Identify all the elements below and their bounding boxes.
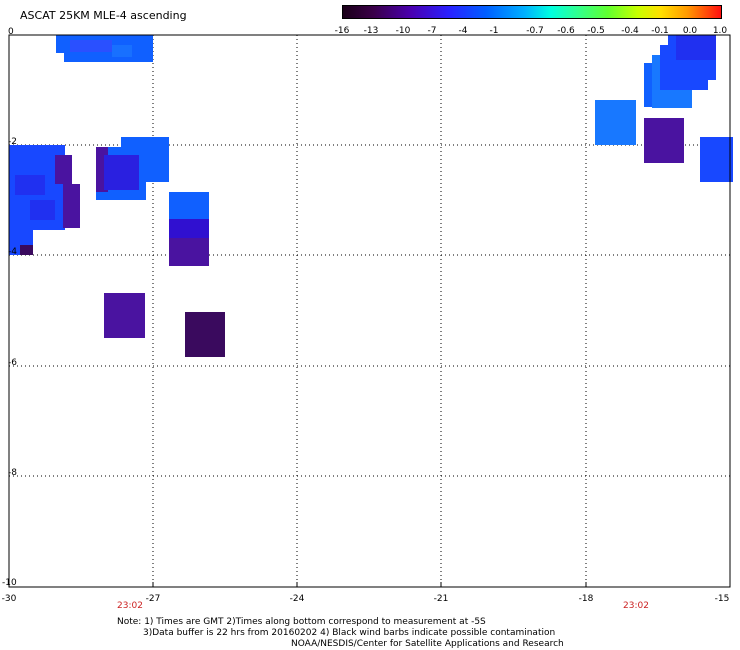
- colorbar-label: -0.4: [621, 26, 639, 36]
- data-cell: [104, 293, 145, 338]
- x-tick-label: -27: [145, 594, 161, 604]
- colorbar-label: -0.6: [557, 26, 575, 36]
- time-label: 23:02: [117, 601, 143, 611]
- time-label: 23:02: [623, 601, 649, 611]
- data-cell: [30, 200, 55, 220]
- x-tick-label: -18: [578, 594, 594, 604]
- data-cell: [700, 137, 733, 182]
- map-title: ASCAT 25KM MLE-4 ascending: [20, 9, 187, 22]
- axis-ticks: [152, 582, 587, 587]
- x-tick-label: -24: [289, 594, 305, 604]
- y-tick-label: -2: [8, 137, 17, 147]
- data-cell: [15, 175, 45, 195]
- colorbar-label: -0.5: [587, 26, 605, 36]
- data-cell: [169, 192, 209, 219]
- data-cell: [20, 245, 33, 255]
- colorbar-label: -0.7: [526, 26, 544, 36]
- data-cell: [64, 52, 153, 62]
- data-cell: [676, 35, 716, 60]
- data-cell: [55, 155, 72, 184]
- data-cell: [169, 219, 209, 238]
- data-cell: [104, 155, 139, 190]
- data-cell: [595, 100, 636, 145]
- colorbar-label: -13: [363, 26, 379, 36]
- data-cell: [169, 238, 209, 266]
- colorbar-label: -4: [458, 26, 468, 36]
- data-cell: [112, 45, 132, 57]
- x-tick-label: -30: [1, 594, 17, 604]
- colorbar: [342, 5, 722, 19]
- colorbar-label: -7: [427, 26, 437, 36]
- colorbar-label: -0.1: [651, 26, 669, 36]
- y-tick-label: -8: [8, 468, 17, 478]
- colorbar-label: -1: [489, 26, 499, 36]
- y-tick-label: 0: [8, 27, 14, 37]
- plot-frame: [8, 34, 731, 588]
- x-tick-label: -21: [433, 594, 449, 604]
- data-cell: [70, 40, 112, 52]
- colorbar-label: -16: [334, 26, 350, 36]
- note-line-3: NOAA/NESDIS/Center for Satellite Applica…: [291, 639, 564, 649]
- data-cell: [185, 312, 225, 357]
- y-tick-label: -4: [8, 247, 17, 257]
- note-line-1: Note: 1) Times are GMT 2)Times along bot…: [117, 617, 486, 627]
- data-cell: [644, 118, 684, 163]
- colorbar-label: 0.0: [682, 26, 698, 36]
- x-tick-label: -15: [714, 594, 730, 604]
- y-tick-label: -10: [2, 578, 17, 588]
- colorbar-label: 1.0: [712, 26, 728, 36]
- y-tick-label: -6: [8, 358, 17, 368]
- colorbar-label: -10: [395, 26, 411, 36]
- data-cell: [63, 184, 80, 228]
- data-cells: [9, 35, 733, 357]
- note-line-2: 3)Data buffer is 22 hrs from 20160202 4)…: [143, 628, 556, 638]
